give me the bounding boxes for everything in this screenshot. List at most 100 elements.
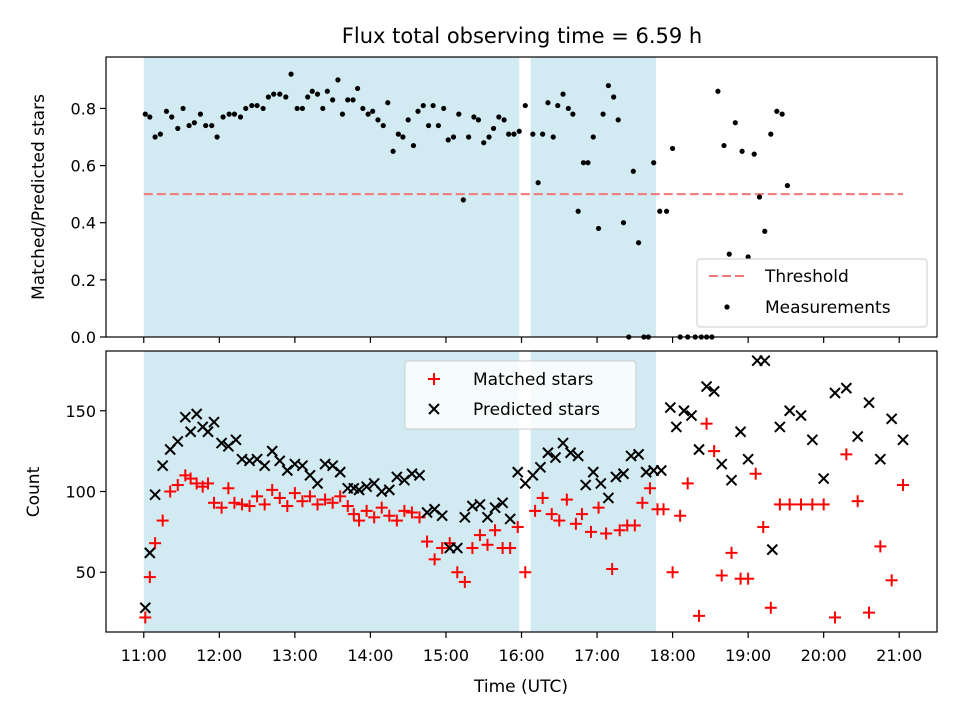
predicted-stars-point [172,435,184,448]
matched-stars-point [708,445,721,458]
measurement-point [600,111,606,117]
measurement-point [585,160,591,166]
matched-stars-point [560,493,573,506]
measurement-point [496,114,502,120]
predicted-stars-point [580,479,592,491]
matched-stars-point [156,514,169,527]
measurement-point [271,91,277,97]
count-y-label: Count [24,466,44,517]
measurement-point [460,197,466,203]
legend-measurements-swatch [724,304,730,310]
predicted-stars-point [602,492,615,504]
measurement-point [615,117,621,123]
count-points [139,354,910,624]
predicted-stars-point [678,405,690,417]
measurement-point [400,134,406,140]
matched-stars-point [693,609,706,622]
matched-stars-point [228,496,241,509]
predicted-stars-point [542,447,554,459]
x-tick-label: 12:00 [196,646,242,665]
predicted-stars-point [715,458,728,470]
predicted-stars-point [202,426,214,438]
matched-stars-point [184,472,197,485]
matched-stars-point [489,524,502,537]
predicted-stars-point [258,459,271,472]
measurement-point [203,122,209,129]
matched-stars-point [451,566,464,579]
predicted-stars-point [266,445,278,457]
matched-stars-point [553,514,566,527]
predicted-stars-point [451,542,463,554]
x-tick-label: 18:00 [650,646,696,665]
measurement-point [214,134,220,140]
measurement-point [580,160,587,166]
measurement-point [516,128,522,134]
matched-stars-point [258,498,271,511]
measurement-point [249,102,255,109]
measurement-point [345,97,351,103]
matched-stars-point [266,483,279,496]
matched-stars-point [504,542,517,555]
matched-stars-point [311,498,324,511]
measurement-point [535,180,541,186]
matched-stars-point [353,514,366,527]
matched-stars-point [143,571,156,584]
predicted-stars-point [311,477,324,490]
matched-stars-point [519,566,532,579]
measurement-point [540,131,546,137]
matched-stars-point [201,477,214,490]
predicted-stars-point [734,426,747,438]
matched-stars-point [243,500,256,513]
matched-stars-point [375,501,388,514]
measurement-point [745,254,751,260]
matched-stars-point [897,479,910,492]
matched-stars-point [466,542,479,555]
matched-stars-point [288,487,301,500]
predicted-stars-point [156,459,169,472]
matched-stars-point [251,490,264,503]
y-tick-label: 0.0 [71,328,96,347]
predicted-stars-point [806,434,819,446]
ratio-panel: 0.00.20.40.60.8 Matched/Predicted stars … [29,56,938,347]
predicted-stars-point [885,413,898,425]
predicted-stars-point [360,480,373,493]
predicted-stars-point [840,382,853,394]
measurement-point [651,160,657,166]
predicted-stars-point [851,430,864,443]
matched-stars-point [296,495,309,508]
predicted-stars-point [557,437,569,449]
measurement-point [726,251,732,257]
matched-stars-point [511,521,524,534]
measurement-point [657,208,663,214]
measurement-point [147,114,153,120]
predicted-stars-point [742,453,754,465]
predicted-stars-point [774,421,786,433]
predicted-stars-point [436,510,448,522]
ratio-x-ticks [143,337,900,343]
x-tick-label: 16:00 [498,646,544,665]
predicted-stars-point [572,450,584,462]
measurement-point [175,125,181,132]
measurement-point [506,131,512,137]
matched-stars-point [139,611,152,624]
predicted-stars-point [685,409,698,422]
matched-stars-point [666,566,679,579]
measurement-point [283,94,289,100]
y-tick-label: 0.6 [71,157,96,176]
measurement-point [732,120,738,126]
matched-stars-point [164,485,177,498]
x-tick-label: 20:00 [801,646,847,665]
measurement-point [466,134,472,140]
matched-stars-point [657,503,670,516]
x-tick-label: 13:00 [272,646,318,665]
predicted-stars-point [179,411,192,423]
observing-interval-2 [530,57,656,337]
measurement-point [180,105,186,112]
measurement-point [231,111,238,117]
measurement-point [784,182,791,189]
measurement-point [405,117,411,123]
measurement-point [441,105,447,112]
measurement-point [435,122,441,129]
matched-stars-point [585,525,598,538]
predicted-stars-point [664,401,677,414]
